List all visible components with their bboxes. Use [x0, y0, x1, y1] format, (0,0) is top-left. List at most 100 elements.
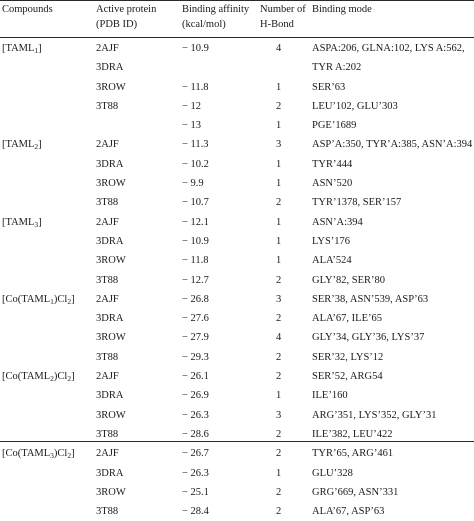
binding-mode-cell: ASPA:206, GLNA:102, LYS A:562, — [312, 43, 465, 54]
binding-mode-cell: LYS’176 — [312, 235, 351, 247]
binding-mode-cell: ALA’67, ILE’65 — [312, 313, 382, 325]
hbond-cell: 4 — [276, 332, 282, 344]
hbond-cell: 1 — [276, 158, 282, 170]
compound-cell: [TAML2] — [2, 139, 42, 152]
hbond-cell: 2 — [276, 428, 282, 440]
binding-mode-cell: GLY’82, SER’80 — [312, 274, 386, 286]
table-row: 3DRA − 10.9 1 LYS’176 — [0, 232, 474, 251]
hbond-cell: 2 — [276, 371, 282, 383]
header-binding-mode: Binding mode — [312, 2, 372, 17]
table-row: [TAML2] 2AJF − 11.3 3 ASP’A:350, TYR’A:385, … — [0, 135, 474, 154]
table-row: 3T88 − 12.7 2 GLY’82, SER’80 — [0, 271, 474, 290]
hbond-cell: 1 — [276, 235, 282, 247]
affinity-cell: − 26.9 — [182, 390, 209, 402]
protein-cell: 2AJF — [96, 371, 119, 383]
affinity-cell: − 26.3 — [182, 467, 209, 479]
protein-cell: 3T88 — [96, 197, 119, 209]
hbond-cell: 3 — [276, 139, 282, 151]
header-mode-label: Binding mode — [312, 4, 372, 15]
header-affinity-line1: Binding affinity — [182, 4, 250, 15]
affinity-cell: − 26.8 — [182, 293, 209, 305]
affinity-cell: − 10.7 — [182, 197, 209, 209]
table-row: 3T88 − 10.7 2 TYR’1378, SER’157 — [0, 193, 474, 212]
binding-mode-cell: PGE’1689 — [312, 120, 357, 132]
affinity-cell: − 12 — [182, 100, 202, 112]
table-row: [Co(TAML3)Cl2] 2AJF − 26.7 2 TYR’65, ARG’461 — [0, 444, 474, 463]
protein-cell: 3ROW — [96, 178, 126, 190]
protein-cell: 2AJF — [96, 139, 119, 151]
affinity-cell: − 27.6 — [182, 313, 209, 325]
binding-mode-cell: TYR’444 — [312, 158, 353, 170]
header-rule — [0, 37, 474, 38]
table-body: [TAML1] 2AJF − 10.9 4 ASPA:206, GLNA:102, LY… — [0, 39, 474, 521]
protein-cell: 3DRA — [96, 390, 124, 402]
hbond-cell: 1 — [276, 390, 282, 402]
table-row: [TAML1] 2AJF − 10.9 4 ASPA:206, GLNA:102, LY… — [0, 39, 474, 58]
header-compounds: Compounds — [2, 2, 53, 17]
hbond-cell: 1 — [276, 255, 282, 267]
protein-cell: 2AJF — [96, 43, 119, 54]
table-row: 3ROW − 25.1 2 GRG’669, ASN’331 — [0, 483, 474, 502]
hbond-cell: 2 — [276, 313, 282, 325]
binding-mode-cell: GLU’328 — [312, 467, 353, 479]
protein-cell: 3ROW — [96, 486, 126, 498]
affinity-cell: − 11.8 — [182, 255, 209, 267]
affinity-cell: − 12.7 — [182, 274, 209, 286]
binding-mode-cell: ALA’67, ASP’63 — [312, 506, 385, 518]
affinity-cell: − 28.6 — [182, 428, 209, 440]
table-top-rule — [0, 0, 474, 1]
hbond-cell: 2 — [276, 351, 282, 363]
table-row: 3DRA − 26.9 1 ILE’160 — [0, 386, 474, 405]
binding-mode-cell: ILE’382, LEU’422 — [312, 428, 393, 440]
affinity-cell: − 26.1 — [182, 371, 209, 383]
header-protein-line1: Active protein — [96, 4, 157, 15]
affinity-cell: − 10.9 — [182, 43, 209, 54]
protein-cell: 3T88 — [96, 100, 119, 112]
protein-cell: 3T88 — [96, 506, 119, 518]
affinity-cell: − 25.1 — [182, 486, 209, 498]
hbond-cell: 3 — [276, 293, 282, 305]
compound-cell: [Co(TAML3)Cl2] — [2, 448, 75, 461]
affinity-cell: − 11.3 — [182, 139, 209, 151]
binding-mode-cell: ASN’A:394 — [312, 216, 363, 228]
hbond-cell: 1 — [276, 178, 282, 190]
table-row: 3ROW − 11.8 1 ALA’524 — [0, 251, 474, 270]
table-row: [Co(TAML2)Cl2] 2AJF − 26.1 2 SER’52, ARG54 — [0, 367, 474, 386]
protein-cell: 2AJF — [96, 216, 119, 228]
hbond-cell: 2 — [276, 274, 282, 286]
protein-cell: 3T88 — [96, 274, 119, 286]
protein-cell: 3DRA — [96, 235, 124, 247]
table-row: 3DRA TYR A:202 — [0, 58, 474, 77]
protein-cell: 3DRA — [96, 158, 124, 170]
table-row: 3T88 − 28.6 2 ILE’382, LEU’422 — [0, 425, 474, 444]
binding-mode-cell: ALA’524 — [312, 255, 352, 267]
binding-mode-cell: ARG’351, LYS’352, GLY’31 — [312, 409, 437, 421]
header-hbond: Number of H-Bond — [260, 2, 306, 32]
table-row: 3T88 − 12 2 LEU’102, GLU’303 — [0, 97, 474, 116]
binding-mode-cell: GLY’34, GLY’36, LYS’37 — [312, 332, 425, 344]
protein-cell: 3ROW — [96, 255, 126, 267]
binding-mode-cell: TYR’65, ARG’461 — [312, 448, 394, 460]
hbond-cell: 1 — [276, 81, 282, 93]
binding-mode-cell: SER’52, ARG54 — [312, 371, 383, 383]
table-row: 3ROW − 11.8 1 SER’63 — [0, 78, 474, 97]
protein-cell: 2AJF — [96, 293, 119, 305]
binding-mode-cell: ILE’160 — [312, 390, 348, 402]
table-row: [TAML3] 2AJF − 12.1 1 ASN’A:394 — [0, 213, 474, 232]
protein-cell: 2AJF — [96, 448, 119, 460]
affinity-cell: − 11.8 — [182, 81, 209, 93]
binding-mode-cell: ASP’A:350, TYR’A:385, ASN’A:394 — [312, 139, 473, 151]
table-header: Compounds Active protein (PDB ID) Bindin… — [0, 2, 474, 36]
protein-cell: 3ROW — [96, 332, 126, 344]
header-protein-line2: (PDB ID) — [96, 19, 138, 30]
protein-cell: 3ROW — [96, 81, 126, 93]
binding-mode-cell: GRG’669, ASN’331 — [312, 486, 399, 498]
affinity-cell: − 27.9 — [182, 332, 209, 344]
protein-cell: 3ROW — [96, 409, 126, 421]
binding-mode-cell: SER’63 — [312, 81, 346, 93]
affinity-cell: − 10.2 — [182, 158, 209, 170]
protein-cell: 3T88 — [96, 351, 119, 363]
affinity-cell: − 13 — [182, 120, 202, 132]
hbond-cell: 3 — [276, 409, 282, 421]
header-compounds-label: Compounds — [2, 4, 53, 15]
